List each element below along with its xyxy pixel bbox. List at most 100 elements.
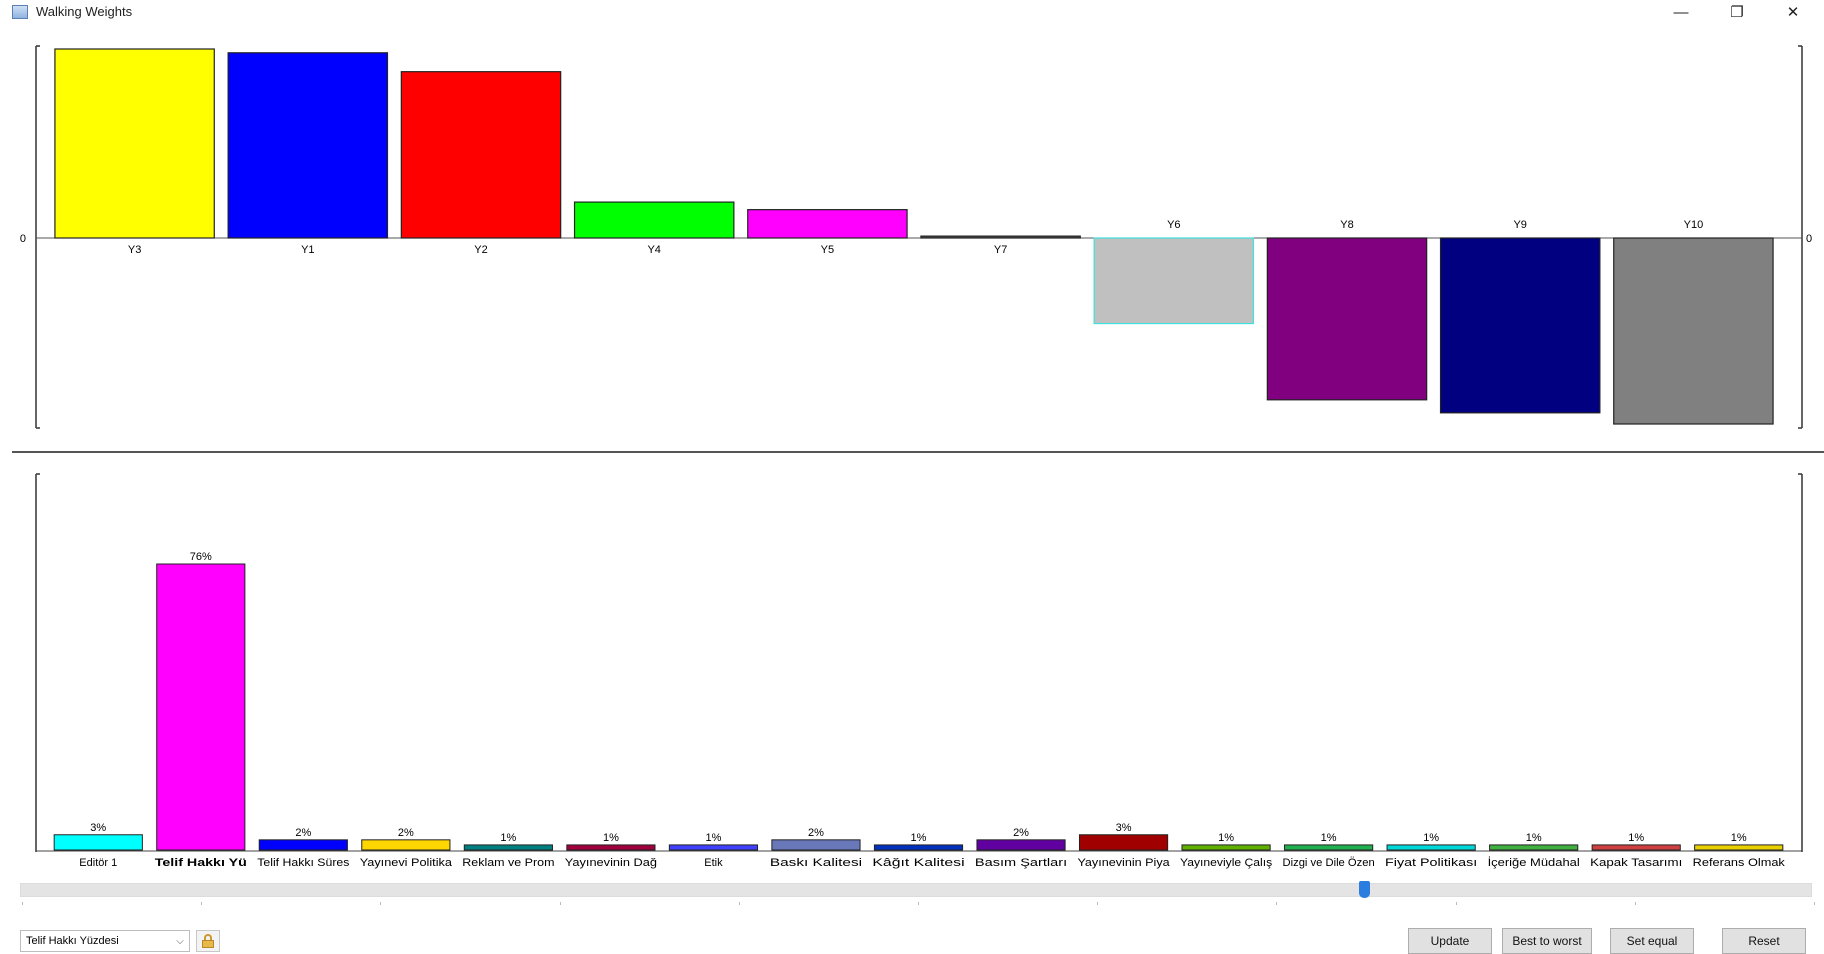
- bar-label-Y5: Y5: [821, 244, 834, 256]
- weight-bar-7: [771, 839, 861, 851]
- slider-tick: [918, 902, 919, 905]
- weight-bar-5: [566, 844, 656, 851]
- weight-category-label-1: Telif Hakkı Yü: [155, 857, 247, 869]
- weight-value-label-7: 2%: [808, 827, 824, 839]
- update-button[interactable]: Update: [1408, 928, 1492, 954]
- bar-Y5: [747, 209, 908, 239]
- weight-bar-0: [53, 834, 143, 851]
- slider-ticks: [20, 902, 1815, 906]
- weight-category-label-5: Yayınevinin Dağ: [565, 857, 657, 869]
- weight-value-label-8: 1%: [911, 832, 927, 844]
- bar-Y7: [920, 235, 1081, 239]
- criterion-select-value: Telif Hakkı Yüzdesi: [26, 935, 119, 947]
- weight-bar-13: [1386, 844, 1476, 851]
- weight-value-label-11: 1%: [1218, 832, 1234, 844]
- weight-value-label-0: 3%: [90, 822, 106, 834]
- slider-tick: [1634, 902, 1636, 905]
- close-button[interactable]: ✕: [1786, 4, 1800, 21]
- weight-value-label-4: 1%: [500, 832, 516, 844]
- weight-category-label-0: Editör 1: [79, 857, 117, 869]
- slider-thumb[interactable]: [1359, 881, 1370, 898]
- weight-bar-9: [976, 839, 1066, 851]
- weight-value-label-6: 1%: [705, 832, 721, 844]
- window-title: Walking Weights: [36, 4, 133, 19]
- bar-label-Y4: Y4: [647, 244, 660, 256]
- slider-tick: [1097, 902, 1099, 905]
- chevron-down-icon[interactable]: ⌵: [176, 935, 184, 947]
- set-equal-button[interactable]: Set equal: [1610, 928, 1694, 954]
- weight-category-label-7: Baskı Kalitesi: [770, 857, 862, 869]
- bar-label-Y6: Y6: [1167, 219, 1180, 231]
- slider-tick: [201, 902, 203, 905]
- panel-divider[interactable]: [12, 451, 1824, 453]
- slider-tick: [559, 902, 561, 905]
- weight-value-label-1: 76%: [190, 551, 212, 563]
- weight-bar-4: [463, 844, 553, 851]
- weight-value-label-12: 1%: [1321, 832, 1337, 844]
- weight-bar-16: [1694, 844, 1784, 851]
- zero-label-left: 0: [20, 233, 26, 245]
- weight-bar-12: [1284, 844, 1374, 851]
- weight-category-label-12: Dizgi ve Dile Özen: [1283, 857, 1375, 869]
- reset-button[interactable]: Reset: [1722, 928, 1806, 954]
- weight-bar-6: [668, 844, 759, 851]
- bar-Y2: [400, 71, 562, 239]
- lock-button[interactable]: [196, 930, 220, 952]
- bar-Y4: [573, 201, 735, 239]
- weight-value-label-9: 2%: [1013, 827, 1029, 839]
- weight-category-label-2: Telif Hakkı Süres: [257, 857, 350, 869]
- weight-value-label-15: 1%: [1628, 832, 1644, 844]
- weight-bar-3: [361, 839, 451, 851]
- bar-label-Y9: Y9: [1513, 219, 1526, 231]
- minimize-button[interactable]: —: [1673, 3, 1689, 21]
- title-bar: Walking Weights — ❐ ✕: [0, 0, 1824, 24]
- best-to-worst-button[interactable]: Best to worst: [1502, 928, 1592, 954]
- lock-icon: [202, 934, 214, 948]
- weight-category-label-10: Yayınevinin Piya: [1077, 857, 1170, 869]
- weight-value-label-10: 3%: [1116, 822, 1132, 834]
- bar-Y8: [1266, 237, 1428, 401]
- bar-label-Y10: Y10: [1684, 219, 1704, 231]
- bar-label-Y8: Y8: [1340, 219, 1353, 231]
- alternative-scores-chart: 0 0 Y3 Y1 Y2 Y4 Y5 Y7 Y6 Y8 Y9 Y10: [20, 45, 1812, 429]
- weight-category-label-13: Fiyat Politikası: [1385, 857, 1477, 869]
- weight-category-label-16: Referans Olmak: [1693, 857, 1786, 869]
- weight-category-label-6: Etik: [704, 857, 723, 869]
- weight-category-label-8: Kâğıt Kalitesi: [872, 857, 964, 869]
- criteria-weights-chart: 3% Editör 1 76% Telif Hakkı Yü 2% Telif Hakkı…: [35, 473, 1803, 869]
- weight-value-label-5: 1%: [603, 832, 619, 844]
- bar-Y10: [1613, 237, 1774, 425]
- bar-label-Y3: Y3: [128, 244, 141, 256]
- bar-label-Y2: Y2: [474, 244, 487, 256]
- slider-tick: [1276, 902, 1278, 905]
- weight-bar-15: [1591, 844, 1681, 851]
- weight-category-label-3: Yayınevi Politika: [360, 857, 453, 869]
- slider-tick: [1814, 902, 1815, 905]
- weight-category-label-15: Kapak Tasarımı: [1590, 857, 1682, 869]
- zero-label-right: 0: [1806, 233, 1812, 245]
- restore-button[interactable]: ❐: [1730, 4, 1744, 21]
- slider-tick: [380, 902, 382, 905]
- bar-Y1: [227, 52, 389, 239]
- weight-bar-1: [156, 563, 246, 851]
- weight-slider[interactable]: [20, 881, 1815, 905]
- weight-value-label-3: 2%: [398, 827, 414, 839]
- bar-label-Y1: Y1: [301, 244, 314, 256]
- weight-category-label-9: Basım Şartları: [975, 857, 1067, 869]
- criterion-select[interactable]: Telif Hakkı Yüzdesi ⌵: [20, 930, 190, 952]
- weight-category-label-4: Reklam ve Prom: [462, 857, 554, 869]
- slider-track[interactable]: [20, 883, 1812, 897]
- bar-label-Y7: Y7: [994, 244, 1007, 256]
- bar-Y6: [1093, 237, 1255, 325]
- slider-tick: [22, 902, 23, 905]
- weight-value-label-13: 1%: [1423, 832, 1439, 844]
- weight-value-label-16: 1%: [1731, 832, 1747, 844]
- bar-Y3: [54, 48, 215, 239]
- weight-bar-14: [1489, 844, 1579, 851]
- weight-bar-11: [1181, 844, 1271, 851]
- weight-category-label-14: İçeriğe Müdahal: [1488, 856, 1580, 869]
- weight-value-label-14: 1%: [1526, 832, 1542, 844]
- weight-bar-8: [873, 844, 964, 851]
- chart-window-icon: [12, 5, 28, 19]
- weight-bar-2: [258, 839, 348, 851]
